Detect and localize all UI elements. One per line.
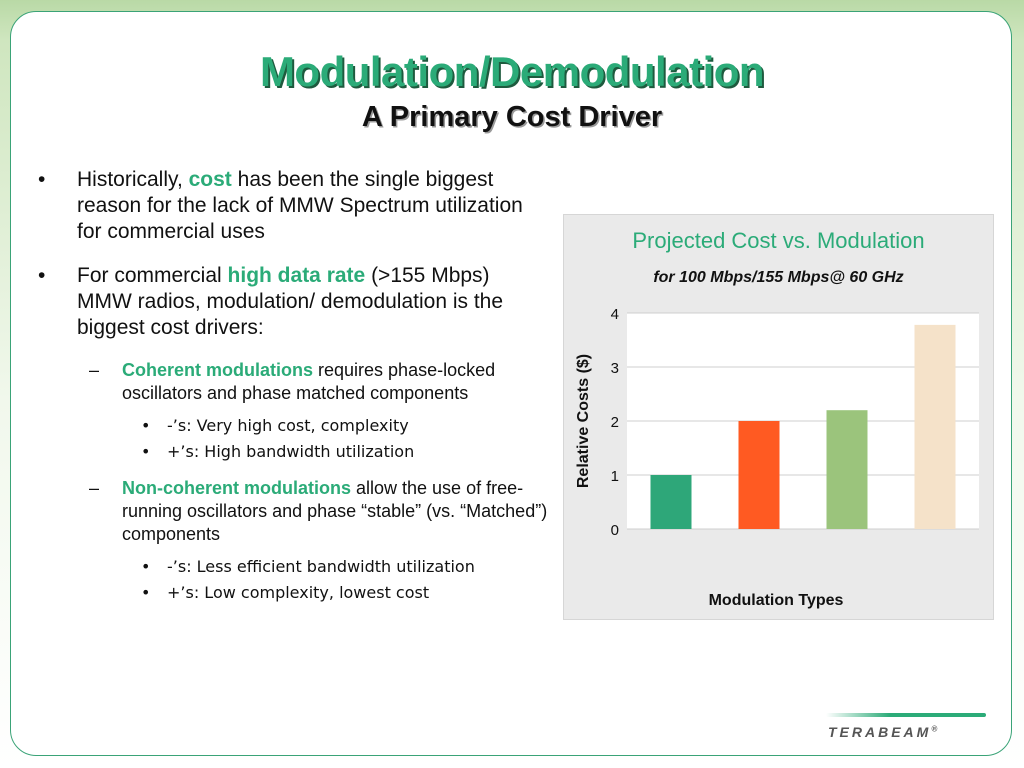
bullet-item: • Historically, cost has been the single… [38,167,548,245]
bar [914,324,956,529]
subbullet-marker: – [89,478,100,498]
slide-subtitle: A Primary Cost Driver [361,101,663,133]
bar-chart: 0 1 2 3 4 Relative Costs ($) Modulation Types [575,306,979,609]
sub-subbullet-item: • -’s: Less efficient bandwidth utilizat… [38,556,548,577]
x-axis-label: Modulation Types [709,592,844,609]
bullet-highlight: high data rate [227,264,366,287]
bar [650,475,692,529]
y-tick-label: 0 [611,522,619,539]
sub-subbullet-text: -’s: Less efficient bandwidth utilizatio… [167,557,475,576]
subbullet-text: requires phase-locked oscillators and ph… [122,360,496,403]
subbullet-item: – Non-coherent modulations allow the use… [38,477,548,546]
sub-subbullet-item: • +’s: Low complexity, lowest cost [38,582,548,603]
bullet-text: (>155 Mbps) MMW radios, modulation/ demo… [77,264,504,339]
subbullet-marker: – [89,360,100,380]
logo-swoosh [826,713,986,717]
bullet-marker: • [38,168,46,191]
bullet-item: • For commercial high data rate (>155 Mb… [38,263,548,341]
bullet-content: • Historically, cost has been the single… [38,167,548,608]
sub-subbullet-text: +’s: High bandwidth utilization [167,442,415,461]
logo-mark: ® [931,724,938,734]
chart-title: Projected Cost vs. Modulation [632,228,925,253]
y-tick-label: 2 [611,414,619,431]
sub-bullet-marker: • [141,557,151,576]
subbullet-highlight: Non-coherent modulations [122,478,351,498]
sub-subbullet-item: • +’s: High bandwidth utilization [38,441,548,462]
sub-subbullet-item: • -’s: Very high cost, complexity [38,415,548,436]
y-tick-label: 4 [611,306,619,323]
terabeam-logo: TERABEAM® [828,724,937,740]
y-tick-label: 3 [611,360,619,377]
bullet-text: has been the single biggest reason for t… [77,168,523,243]
bullet-highlight: cost [188,168,232,191]
slide-title: Modulation/Demodulation [259,48,765,95]
sub-bullet-marker: • [141,416,151,435]
bar [738,421,780,529]
sub-subbullet-text: -’s: Very high cost, complexity [167,416,409,435]
y-tick-label: 1 [611,468,619,485]
logo-text: TERABEAM [828,724,932,740]
bullet-marker: • [38,264,46,287]
chart-subtitle: for 100 Mbps/155 Mbps@ 60 GHz [653,269,904,286]
sub-subbullet-text: +’s: Low complexity, lowest cost [167,583,430,602]
subbullet-text: allow the use of free-running oscillator… [122,478,548,544]
bullet-text: Historically, [77,168,189,191]
subbullet-item: – Coherent modulations requires phase-lo… [38,359,548,405]
bullet-text: For commercial [77,264,228,287]
y-axis-label: Relative Costs ($) [575,354,592,488]
subbullet-highlight: Coherent modulations [122,360,314,380]
bar [826,410,868,529]
chart-panel: Projected Cost vs. Modulation for 100 Mb… [563,214,994,620]
sub-bullet-marker: • [141,442,151,461]
sub-bullet-marker: • [141,583,151,602]
